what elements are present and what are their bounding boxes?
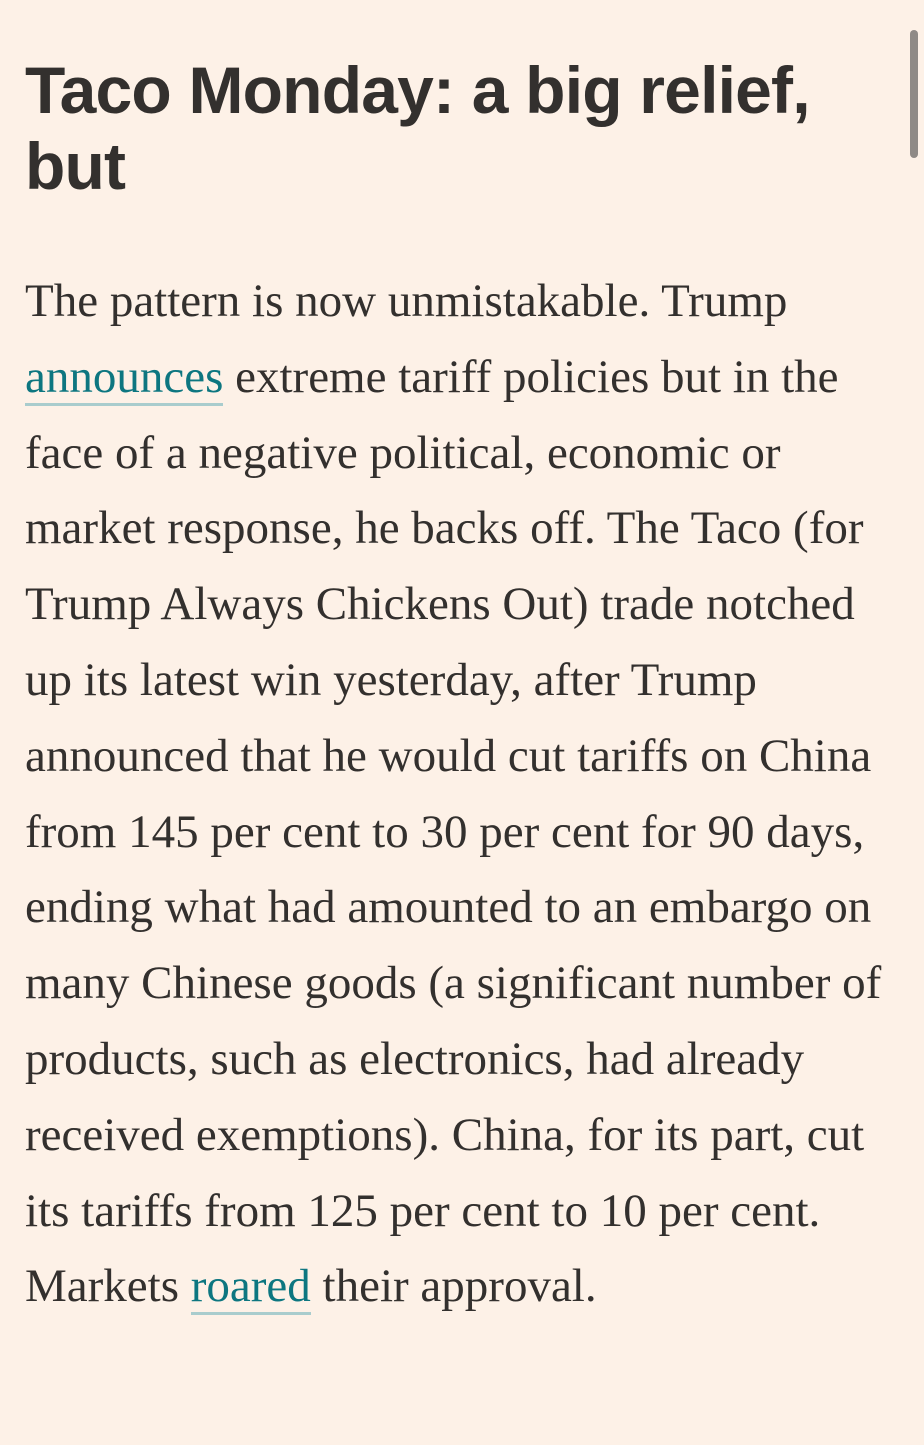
article-headline: Taco Monday: a big relief, but	[25, 53, 811, 203]
paragraph-text-end: their approval.	[310, 1260, 597, 1313]
roared-link[interactable]: roared	[190, 1260, 311, 1316]
paragraph-text-middle: extreme tariff policies but in the face …	[25, 350, 882, 1313]
announces-link[interactable]: announces	[25, 350, 224, 406]
paragraph-text-start: The pattern is now unmistakable. Trump	[25, 275, 788, 327]
article-paragraph: The pattern is now unmistakable. Trump a…	[25, 264, 905, 1325]
scrollbar[interactable]	[910, 30, 918, 158]
